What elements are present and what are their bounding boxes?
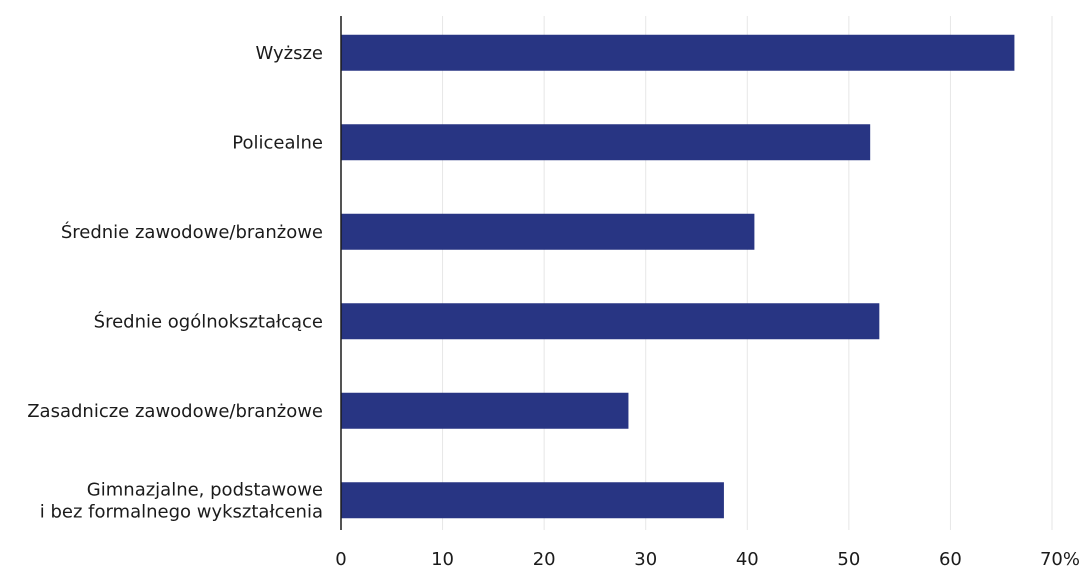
category-label-1: Policealne xyxy=(232,132,323,153)
gridlines xyxy=(442,16,1053,530)
x-tick-label-70: 70% xyxy=(1040,549,1080,568)
x-tick-label-10: 10 xyxy=(431,549,454,568)
bar-3 xyxy=(341,303,880,340)
x-tick-label-40: 40 xyxy=(736,549,759,568)
bar-0 xyxy=(341,34,1015,71)
bar-4 xyxy=(341,392,629,429)
x-tick-label-60: 60 xyxy=(939,549,962,568)
x-tick-label-20: 20 xyxy=(533,549,556,568)
category-label-2: Średnie zawodowe/branżowe xyxy=(61,221,323,243)
category-label-4: Zasadnicze zawodowe/branżowe xyxy=(27,401,323,422)
bar-1 xyxy=(341,124,871,161)
bars xyxy=(341,34,1015,519)
category-labels: Wyższe Policealne Średnie zawodowe/branżow… xyxy=(27,43,323,523)
category-label-0: Wyższe xyxy=(256,43,323,64)
x-axis-ticks: 0 10 20 30 40 50 60 70% xyxy=(335,549,1080,568)
bar-2 xyxy=(341,213,755,250)
category-label-3: Średnie ogólnokształcące xyxy=(94,310,323,332)
bar-5 xyxy=(341,482,724,519)
x-tick-label-50: 50 xyxy=(837,549,860,568)
category-label-5-line-1: i bez formalnego wykształcenia xyxy=(40,501,323,522)
x-tick-label-0: 0 xyxy=(335,549,346,568)
x-tick-label-30: 30 xyxy=(634,549,657,568)
category-label-5-line-0: Gimnazjalne, podstawowe xyxy=(87,479,323,500)
